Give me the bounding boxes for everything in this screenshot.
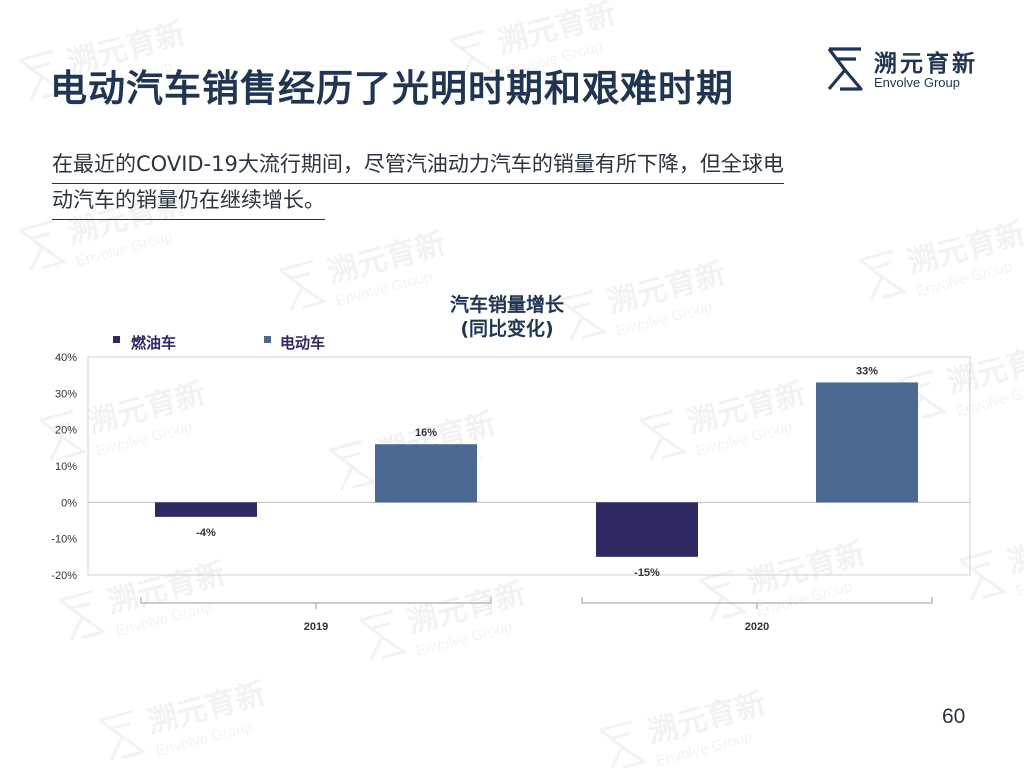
subtitle-line-1: 在最近的COVID-19大流行期间，尽管汽油动力汽车的销量有所下降，但全球电	[52, 148, 784, 184]
data-label: 33%	[856, 365, 878, 377]
envolve-logo-icon	[827, 47, 863, 91]
data-label: -15%	[634, 567, 660, 579]
y-tick-label: -10%	[51, 534, 77, 546]
x-category-label: 2019	[304, 621, 328, 633]
plot-frame	[87, 356, 971, 576]
legend-label-ice: 燃油车	[131, 334, 176, 352]
x-category-label: 2020	[745, 621, 769, 633]
y-tick-label: 40%	[55, 352, 77, 364]
legend-swatch-ice	[113, 336, 120, 343]
y-tick-label: 30%	[55, 388, 77, 400]
y-tick-label: -20%	[51, 570, 77, 582]
bar-ice-2019	[155, 502, 257, 517]
page-title: 电动汽车销售经历了光明时期和艰难时期	[50, 67, 734, 110]
bar-ice-2020	[596, 502, 698, 557]
legend-label-ev: 电动车	[280, 334, 325, 352]
y-tick-label: 10%	[55, 461, 77, 473]
bar-ev-2020	[816, 382, 918, 503]
category-bracket	[581, 597, 933, 604]
data-label: 16%	[415, 427, 437, 439]
chart-title-line-1: 汽车销量增长	[450, 293, 565, 316]
subtitle: 在最近的COVID-19大流行期间，尽管汽油动力汽车的销量有所下降，但全球电 动…	[52, 148, 972, 220]
logo-name-en: Envolve Group	[874, 75, 960, 90]
company-logo: 溯元育新 Envolve Group	[826, 44, 986, 94]
legend-swatch-ev	[264, 336, 271, 343]
category-bracket	[140, 597, 492, 604]
page-number: 60	[942, 705, 966, 728]
y-tick-label: 0%	[61, 497, 77, 509]
y-tick-label: 20%	[55, 425, 77, 437]
chart-title-line-2: (同比变化)	[460, 317, 553, 340]
subtitle-line-2: 动汽车的销量仍在继续增长。	[52, 184, 325, 220]
logo-name-cn: 溯元育新	[874, 51, 978, 77]
bar-ev-2019	[375, 444, 477, 503]
data-label: -4%	[196, 527, 216, 539]
